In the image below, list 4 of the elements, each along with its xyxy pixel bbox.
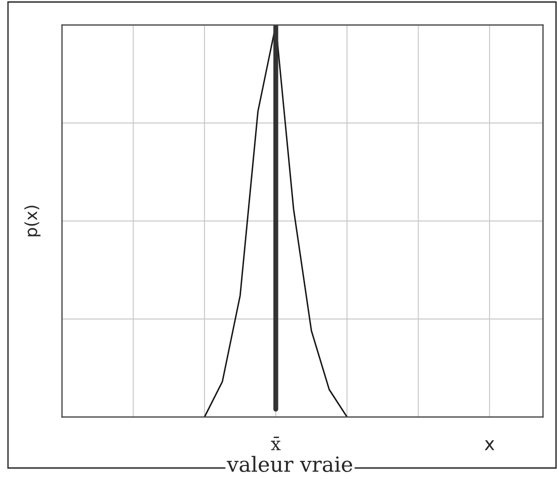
y-axis-title: p(x) [24,206,40,236]
text: valeur vraie [226,456,352,472]
x-tick-label: x̄ [270,436,281,450]
x-tick-label: x [484,440,494,450]
